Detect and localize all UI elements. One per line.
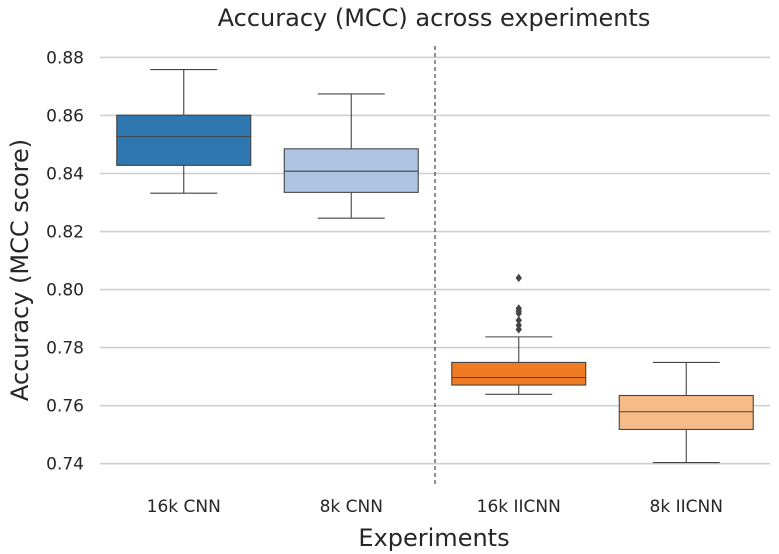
box-group [116,69,252,194]
y-tick-label: 0.74 [46,455,84,475]
boxes [116,69,754,464]
outlier-point [515,273,522,283]
y-tick-label: 0.86 [46,106,84,126]
x-tick-label: 8k IICNN [650,497,723,517]
y-tick-label: 0.76 [46,397,84,417]
y-axis-label: Accuracy (MCC score) [6,139,34,401]
box-group [283,93,419,219]
y-tick-label: 0.80 [46,281,84,301]
box-group [451,273,587,395]
box-group [618,361,754,464]
x-tick-label: 8k CNN [320,497,383,517]
outlier-point [515,304,522,313]
outlier-point [515,316,522,325]
y-tick-label: 0.82 [46,223,84,243]
y-tick-label: 0.88 [46,48,84,68]
box-iqr [116,114,252,166]
y-tick-label: 0.78 [46,339,84,359]
x-axis-label: Experiments [358,524,509,552]
x-tick-label: 16k IICNN [477,497,561,517]
box-iqr [283,148,419,193]
y-tick-label: 0.84 [46,164,84,184]
y-axis-ticks: 0.74 0.76 0.78 0.80 0.82 0.84 0.86 0.88 [46,48,84,474]
chart-title: Accuracy (MCC) across experiments [218,4,651,32]
outlier-point [515,321,522,330]
box-iqr [618,394,754,430]
x-axis-ticks: 16k CNN 8k CNN 16k IICNN 8k IICNN [147,497,723,517]
x-tick-label: 16k CNN [147,497,221,517]
box-iqr [451,361,587,386]
